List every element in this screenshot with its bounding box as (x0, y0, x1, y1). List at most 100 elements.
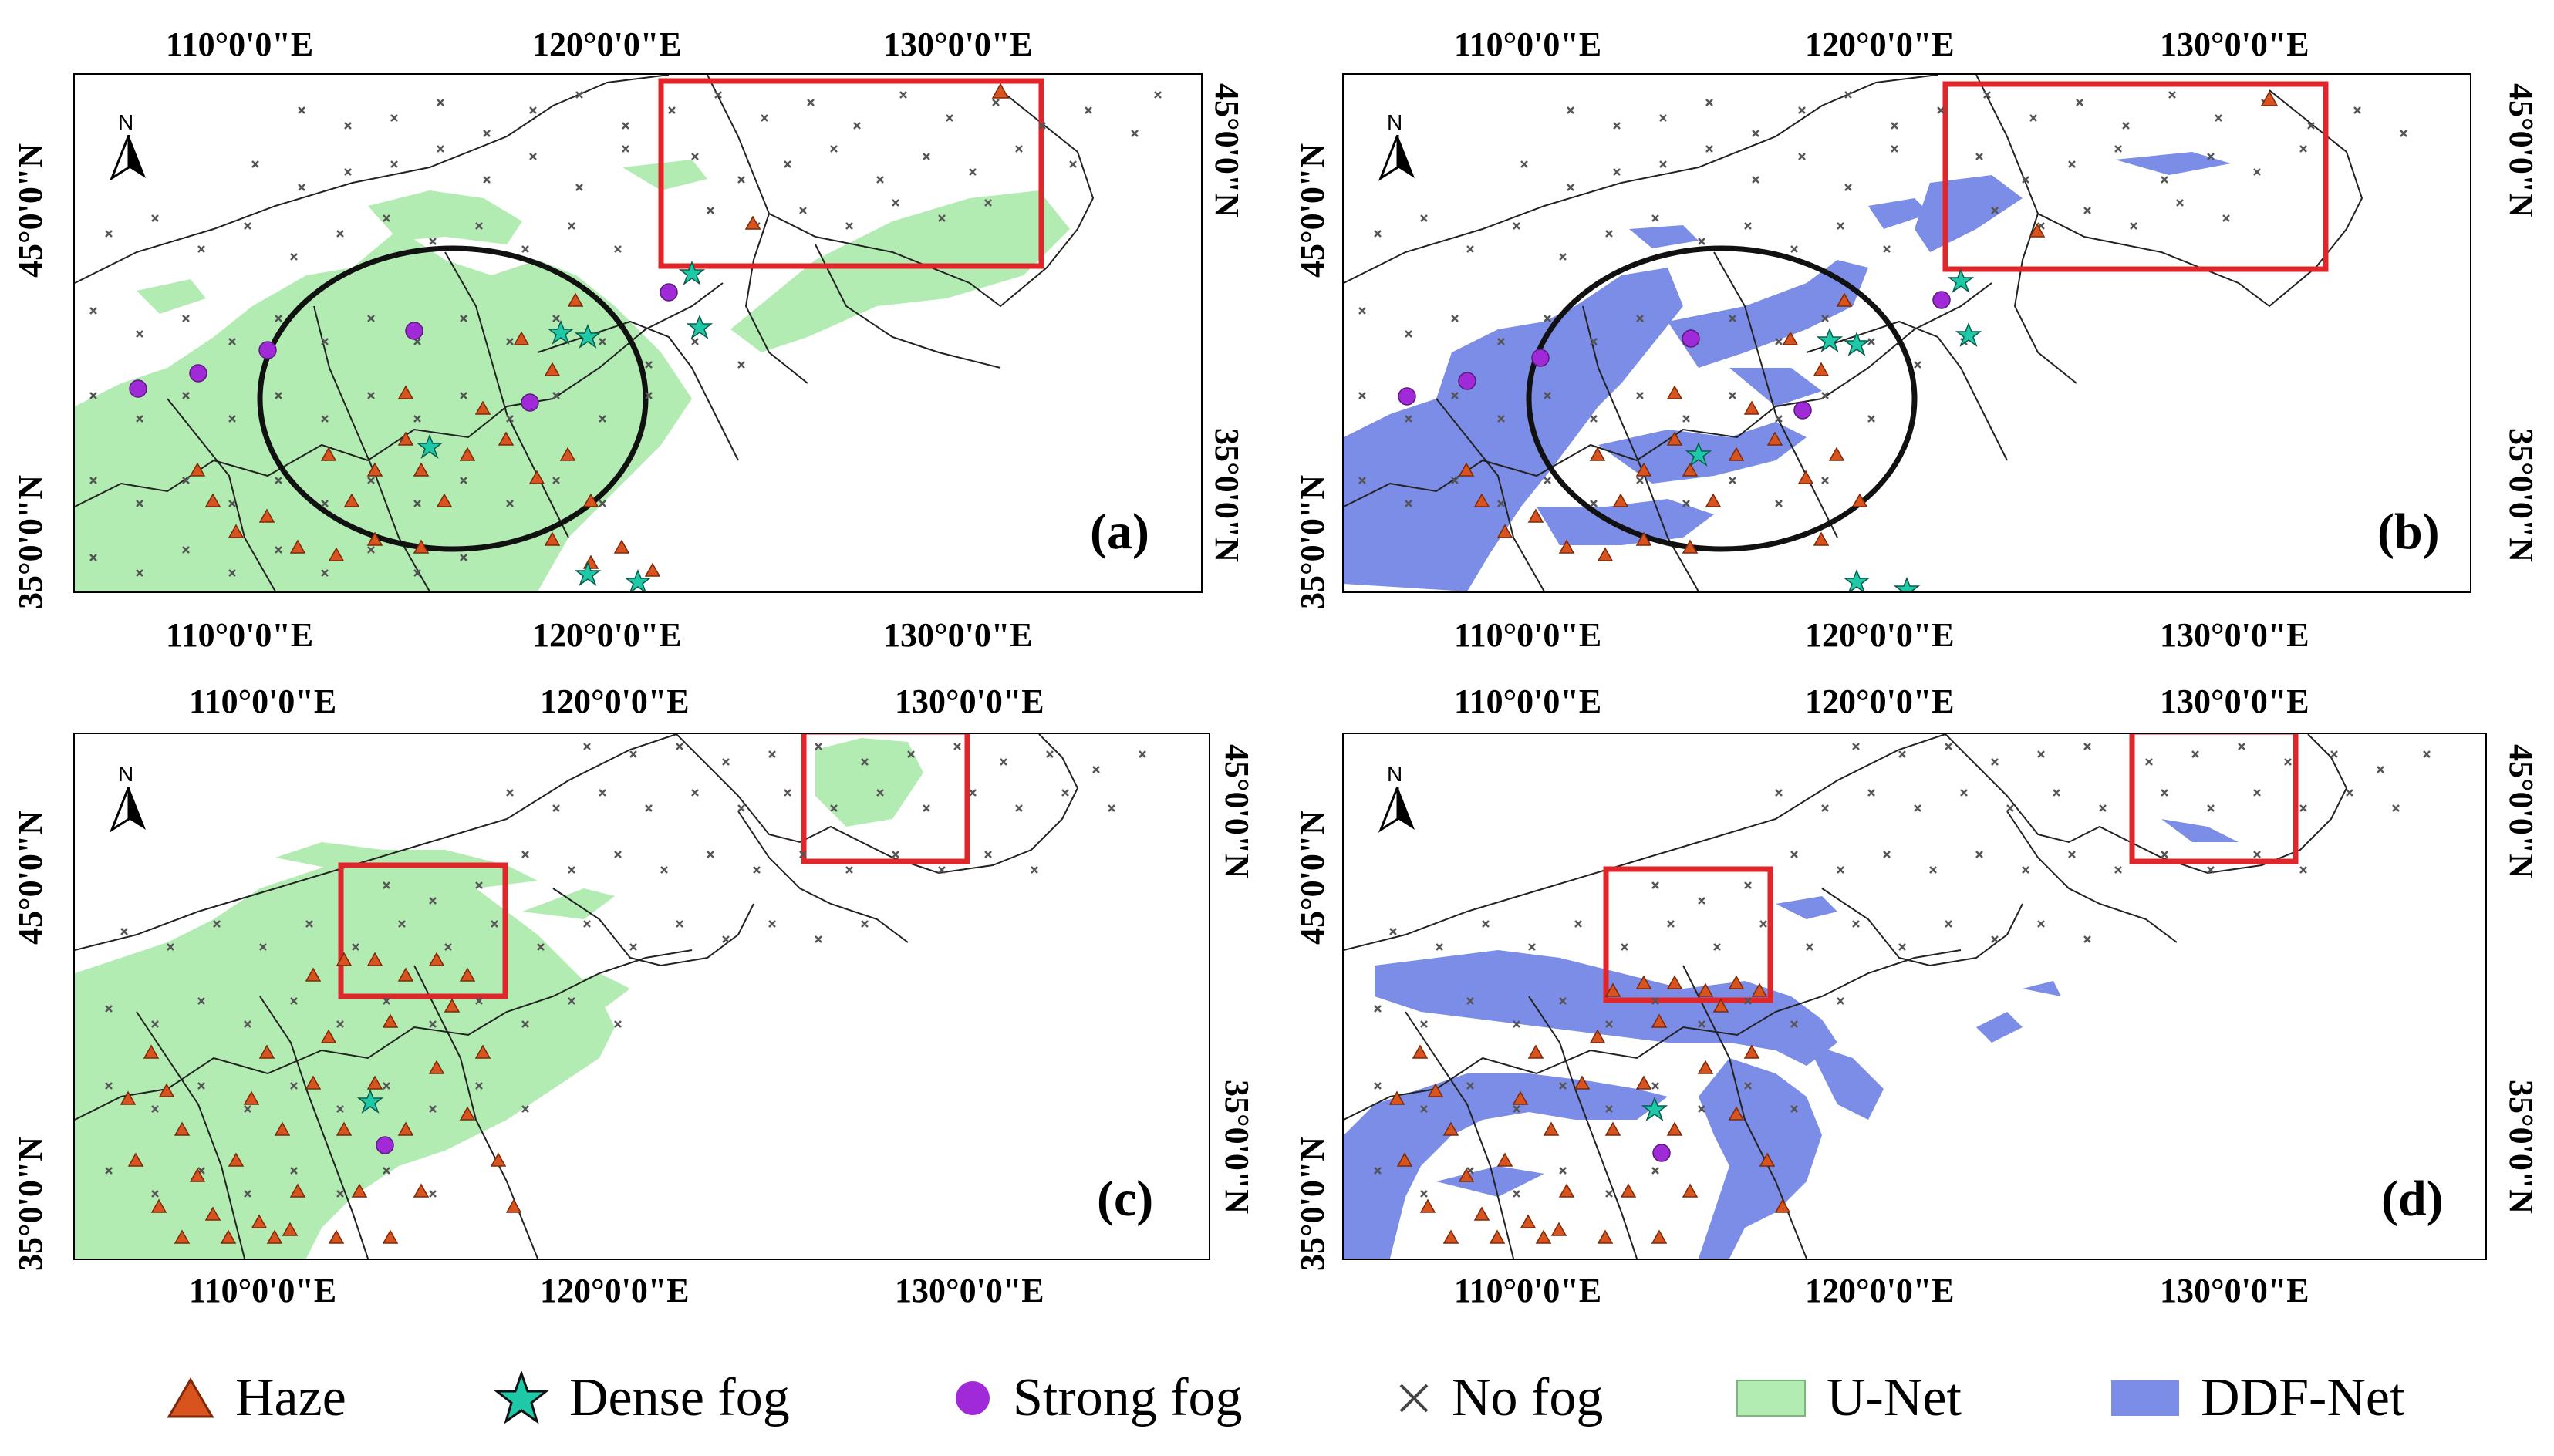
lat-label-left-45: 45°0'0"N (12, 143, 49, 278)
dense-fog-markers-d (1641, 1096, 1668, 1121)
map-frame-c: N (c) (73, 733, 1210, 1260)
strong-fog-markers (129, 283, 678, 412)
lon-label-bottom-110-c: 110°0'0"E (189, 1272, 337, 1309)
legend-haze-label: Haze (235, 1368, 346, 1427)
lat-label-left-45-b: 45°0'0"N (1294, 143, 1331, 278)
map-frame-d: N (d) (1342, 733, 2487, 1260)
ddfnet-prediction-area-d (1344, 819, 2239, 1259)
lat-label-right-35-b: 35°0'0"N (2502, 428, 2540, 563)
ddfnet-swatch-icon (2111, 1380, 2179, 1416)
legend-strong-fog-label: Strong fog (1013, 1368, 1243, 1427)
lat-label-left-35-c: 35°0'0"N (12, 1136, 49, 1271)
dense-fog-markers-b (1685, 268, 1982, 592)
lat-label-left-35: 35°0'0"N (12, 474, 49, 609)
panel-label-a: (a) (1090, 504, 1149, 560)
legend-haze: Haze (166, 1368, 346, 1427)
highlight-box-b (1942, 81, 2329, 272)
lon-label-bottom-120-d: 120°0'0"E (1805, 1272, 1955, 1309)
map-c (75, 734, 1146, 1259)
legend-ddfnet: DDF-Net (2110, 1368, 2404, 1427)
haze-triangle-icon (167, 1377, 214, 1418)
haze-markers-d (1388, 975, 1791, 1244)
lon-label-top-110-d: 110°0'0"E (1454, 682, 1602, 720)
unet-swatch-icon (1736, 1380, 1806, 1417)
country-borders-d (1344, 734, 2348, 1259)
highlight-box (658, 78, 1044, 269)
lon-label-top-110-c: 110°0'0"E (189, 682, 337, 720)
panel-label-b: (b) (2377, 504, 2440, 560)
legend-no-fog-label: No fog (1452, 1368, 1604, 1427)
lon-label-bottom-110-d: 110°0'0"E (1454, 1272, 1602, 1309)
strong-fog-markers-d (1652, 1144, 1671, 1162)
lon-label-bottom-130-d: 130°0'0"E (2160, 1272, 2309, 1309)
country-borders (75, 75, 1095, 592)
strong-fog-markers-b (1398, 291, 1951, 420)
map-frame-b: N (b) (1342, 73, 2471, 593)
no-fog-markers (89, 91, 1162, 577)
lat-label-left-35-b: 35°0'0"N (1294, 474, 1331, 609)
legend-dense-fog-label: Dense fog (569, 1368, 790, 1427)
no-fog-cross-icon (1399, 1384, 1429, 1413)
lon-label-bottom-120: 120°0'0"E (532, 616, 682, 654)
legend-dense-fog: Dense fog (494, 1368, 790, 1427)
lat-label-right-35-d: 35°0'0"N (2502, 1080, 2540, 1215)
north-arrow-d: N (1375, 762, 1421, 834)
lon-label-bottom-130: 130°0'0"E (883, 616, 1033, 654)
lon-label-top-130-b: 130°0'0"E (2160, 25, 2309, 63)
lat-label-right-45-d: 45°0'0"N (2502, 744, 2540, 879)
lat-label-right-45: 45°0'0"N (1208, 83, 1246, 218)
lon-label-bottom-120-b: 120°0'0"E (1805, 616, 1955, 654)
lon-label-top-120-c: 120°0'0"E (540, 682, 690, 720)
country-borders-c (75, 734, 1079, 1259)
no-fog-markers-d (1374, 743, 2431, 1198)
panel-label-d: (d) (2381, 1171, 2444, 1227)
lat-label-left-35-d: 35°0'0"N (1294, 1136, 1331, 1271)
lat-label-right-35-c: 35°0'0"N (1218, 1080, 1256, 1215)
north-arrow: N (106, 110, 152, 183)
lon-label-bottom-110: 110°0'0"E (166, 616, 314, 654)
legend-unet: U-Net (1736, 1368, 1962, 1427)
highlight-box-d2 (2129, 734, 2299, 865)
lon-label-top-120-d: 120°0'0"E (1805, 682, 1955, 720)
dense-fog-star-icon (494, 1371, 549, 1424)
dense-fog-markers (416, 260, 714, 592)
lat-label-right-45-c: 45°0'0"N (1218, 744, 1256, 879)
lat-label-right-45-b: 45°0'0"N (2502, 83, 2540, 218)
haze-markers (189, 83, 1010, 577)
strong-fog-circle-icon (956, 1381, 990, 1415)
lon-label-bottom-120-c: 120°0'0"E (540, 1272, 690, 1309)
lon-label-top-110: 110°0'0"E (166, 25, 314, 63)
lat-label-left-45-c: 45°0'0"N (12, 810, 49, 945)
panel-label-c: (c) (1097, 1171, 1154, 1227)
lon-label-bottom-130-c: 130°0'0"E (895, 1272, 1044, 1309)
dense-fog-markers-c (356, 1088, 384, 1114)
highlight-box-c1 (338, 862, 508, 999)
lon-label-bottom-110-b: 110°0'0"E (1454, 616, 1602, 654)
map-b (1344, 75, 2407, 592)
map-d (1344, 734, 2431, 1259)
legend-strong-fog: Strong fog (953, 1368, 1243, 1427)
north-arrow-c: N (106, 762, 152, 834)
map-a (75, 75, 1162, 592)
legend-no-fog: No fog (1396, 1368, 1603, 1427)
highlight-circle-b (1526, 245, 1918, 552)
ddfnet-prediction-area (1344, 152, 2231, 592)
legend-ddfnet-label: DDF-Net (2201, 1368, 2405, 1427)
lon-label-top-130: 130°0'0"E (883, 25, 1033, 63)
lat-label-left-45-d: 45°0'0"N (1294, 810, 1331, 945)
legend: Haze Dense fog Strong fog No fog U-Net D… (0, 1357, 2554, 1450)
lon-label-top-120: 120°0'0"E (532, 25, 682, 63)
no-fog-markers-b (1358, 91, 2407, 507)
no-fog-markers-c (105, 743, 1146, 1198)
lon-label-top-130-d: 130°0'0"E (2160, 682, 2309, 720)
lon-label-top-120-b: 120°0'0"E (1805, 25, 1955, 63)
north-arrow-b: N (1375, 110, 1421, 183)
legend-unet-label: U-Net (1827, 1368, 1962, 1427)
haze-markers-b (1458, 90, 2279, 561)
lat-label-right-35: 35°0'0"N (1208, 428, 1246, 563)
haze-markers-c (120, 952, 522, 1244)
highlight-box-d1 (1603, 866, 1773, 1003)
lon-label-top-130-c: 130°0'0"E (895, 682, 1044, 720)
lon-label-bottom-130-b: 130°0'0"E (2160, 616, 2309, 654)
strong-fog-markers-c (376, 1136, 394, 1154)
